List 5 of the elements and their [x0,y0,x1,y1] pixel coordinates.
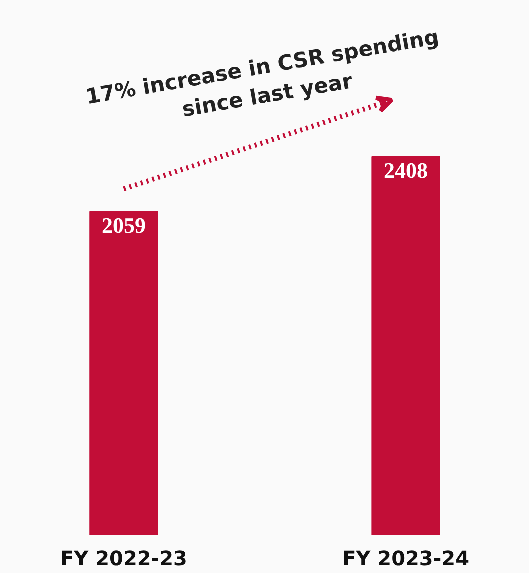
data-label: 2408 [384,158,428,183]
x-tick-label: FY 2023-24 [342,546,470,570]
data-label: 2059 [102,212,146,238]
text: 17% increase in CSR spending since last year [84,24,441,122]
x-tick-label: FY 2022-23 [60,546,188,570]
